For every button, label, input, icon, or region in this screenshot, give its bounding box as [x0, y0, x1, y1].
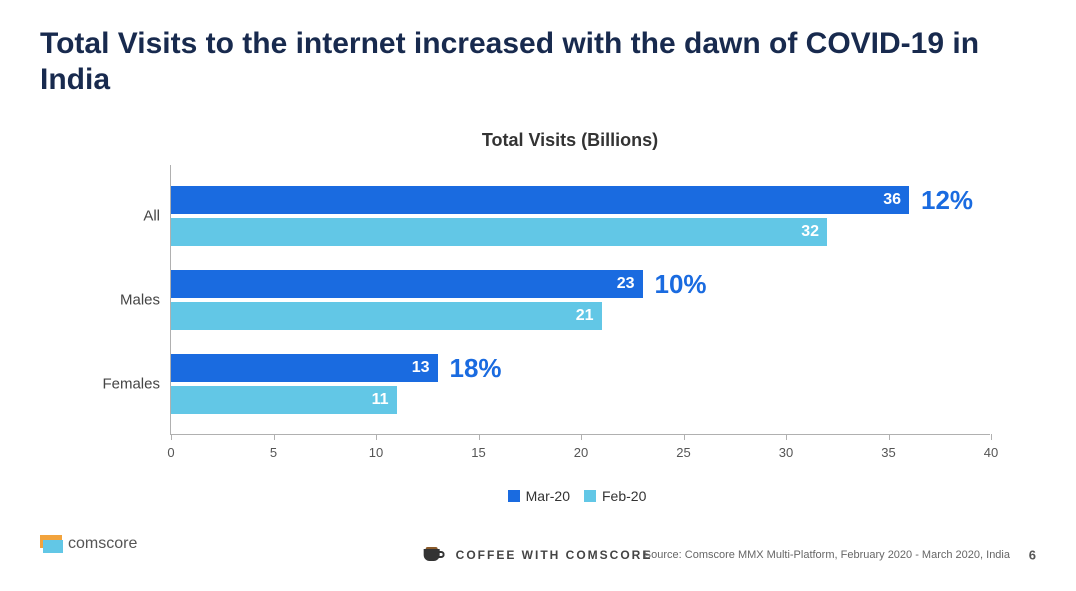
- category-label: Females: [102, 376, 160, 393]
- x-tick-label: 35: [881, 445, 895, 460]
- x-tick: [274, 434, 275, 440]
- x-tick: [376, 434, 377, 440]
- legend-label: Feb-20: [602, 488, 646, 504]
- slide-footer: comscore COFFEE WITH COMSCORE Source: Co…: [40, 535, 1036, 575]
- bar: 11: [171, 386, 397, 414]
- comscore-logo-text: comscore: [68, 535, 137, 553]
- legend-label: Mar-20: [526, 488, 570, 504]
- bar-value-label: 23: [617, 275, 635, 293]
- x-tick-label: 15: [471, 445, 485, 460]
- x-tick: [684, 434, 685, 440]
- x-tick-label: 25: [676, 445, 690, 460]
- legend-swatch: [508, 490, 520, 502]
- coffee-with-comscore: COFFEE WITH COMSCORE: [424, 547, 653, 563]
- x-tick: [171, 434, 172, 440]
- coffee-with-text: COFFEE WITH COMSCORE: [456, 548, 653, 562]
- bar: 36: [171, 186, 909, 214]
- total-visits-chart: Total Visits (Billions) All Males Females …: [100, 130, 1040, 500]
- bar-value-label: 11: [372, 391, 389, 409]
- bar-value-label: 36: [883, 191, 901, 209]
- bar: 23: [171, 270, 643, 298]
- comscore-logo-icon: [40, 535, 62, 553]
- pct-change-label: 12%: [921, 185, 973, 216]
- legend-swatch: [584, 490, 596, 502]
- category-label: All: [143, 208, 160, 225]
- bar: 32: [171, 218, 827, 246]
- x-tick: [479, 434, 480, 440]
- source-text: Source: Comscore MMX Multi-Platform, Feb…: [644, 549, 1010, 561]
- bar: 21: [171, 302, 602, 330]
- x-tick-label: 40: [984, 445, 998, 460]
- slide-headline: Total Visits to the internet increased w…: [40, 26, 980, 98]
- bar: 13: [171, 354, 438, 382]
- x-tick-label: 10: [369, 445, 383, 460]
- bar-value-label: 21: [576, 307, 594, 325]
- chart-legend: Mar-20 Feb-20: [100, 488, 1040, 504]
- x-tick: [786, 434, 787, 440]
- x-tick-label: 20: [574, 445, 588, 460]
- x-tick-label: 30: [779, 445, 793, 460]
- pct-change-label: 10%: [655, 269, 707, 300]
- pct-change-label: 18%: [450, 353, 502, 384]
- chart-title: Total Visits (Billions): [100, 130, 1040, 151]
- x-tick: [889, 434, 890, 440]
- coffee-cup-icon: [424, 547, 446, 563]
- x-tick-label: 5: [270, 445, 277, 460]
- x-tick: [581, 434, 582, 440]
- bar-value-label: 32: [801, 223, 819, 241]
- category-label: Males: [120, 292, 160, 309]
- bar-value-label: 13: [412, 359, 430, 377]
- x-tick-label: 0: [167, 445, 174, 460]
- page-number: 6: [1029, 548, 1036, 563]
- chart-plot: All Males Females 0 5 10 15 20 25 30 35 40 36 32 12% 2…: [100, 165, 1040, 465]
- x-tick: [991, 434, 992, 440]
